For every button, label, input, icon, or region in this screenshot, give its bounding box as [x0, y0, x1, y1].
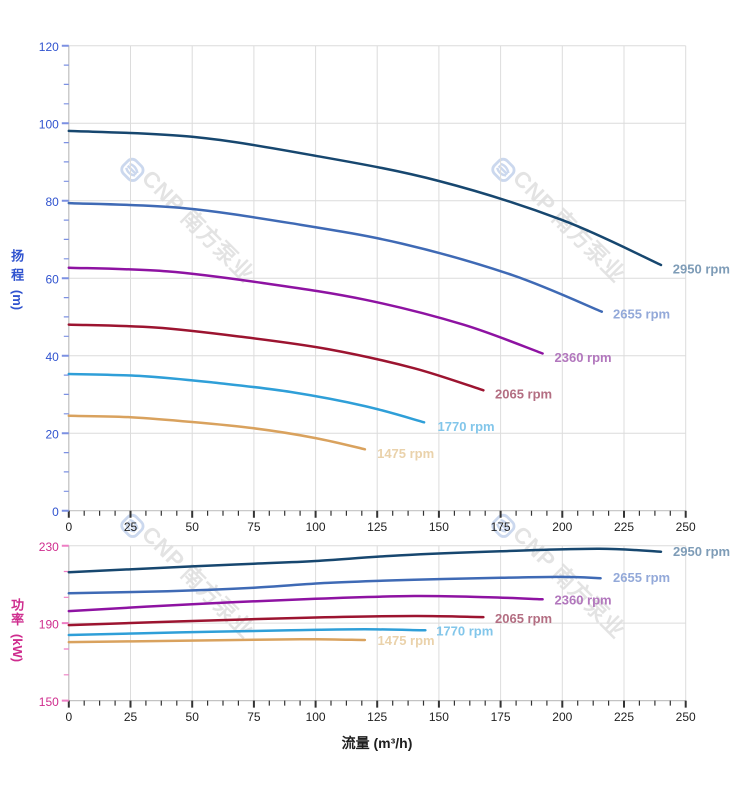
svg-text:1475 rpm: 1475 rpm	[378, 633, 435, 648]
svg-text:0: 0	[65, 710, 72, 724]
svg-text:(kW): (kW)	[10, 634, 25, 662]
svg-text:175: 175	[491, 710, 511, 724]
svg-text:程: 程	[11, 268, 24, 283]
svg-text:2065 rpm: 2065 rpm	[495, 611, 552, 626]
svg-text:率: 率	[11, 612, 24, 627]
svg-text:100: 100	[306, 710, 326, 724]
svg-text:25: 25	[124, 710, 138, 724]
svg-text:25: 25	[124, 520, 138, 534]
svg-text:75: 75	[247, 520, 261, 534]
svg-text:1475 rpm: 1475 rpm	[377, 446, 434, 461]
svg-text:200: 200	[552, 520, 572, 534]
svg-text:20: 20	[45, 428, 59, 442]
svg-text:(m): (m)	[10, 290, 25, 310]
svg-text:0: 0	[52, 505, 59, 519]
svg-text:50: 50	[186, 710, 200, 724]
svg-text:225: 225	[614, 520, 634, 534]
svg-text:1770 rpm: 1770 rpm	[438, 419, 495, 434]
svg-text:1770 rpm: 1770 rpm	[436, 624, 493, 639]
svg-text:175: 175	[491, 520, 511, 534]
svg-text:流量 (m³/h): 流量 (m³/h)	[342, 735, 413, 751]
svg-text:150: 150	[39, 695, 59, 709]
svg-text:50: 50	[186, 520, 200, 534]
svg-text:功: 功	[11, 598, 24, 613]
svg-text:2360 rpm: 2360 rpm	[555, 593, 612, 608]
svg-text:0: 0	[65, 520, 72, 534]
svg-text:2950 rpm: 2950 rpm	[673, 544, 730, 559]
svg-text:125: 125	[367, 710, 387, 724]
svg-text:150: 150	[429, 710, 449, 724]
svg-text:扬: 扬	[11, 249, 24, 264]
svg-text:100: 100	[39, 118, 59, 132]
svg-text:75: 75	[247, 710, 261, 724]
svg-text:125: 125	[367, 520, 387, 534]
svg-text:190: 190	[39, 618, 59, 632]
svg-text:60: 60	[45, 273, 59, 287]
svg-text:2950 rpm: 2950 rpm	[673, 262, 730, 277]
svg-text:250: 250	[676, 520, 696, 534]
svg-text:2655 rpm: 2655 rpm	[613, 307, 670, 322]
svg-text:150: 150	[429, 520, 449, 534]
svg-text:40: 40	[45, 350, 59, 364]
svg-text:120: 120	[39, 40, 59, 54]
svg-text:2655 rpm: 2655 rpm	[613, 570, 670, 585]
svg-text:200: 200	[552, 710, 572, 724]
svg-text:250: 250	[676, 710, 696, 724]
svg-text:100: 100	[306, 520, 326, 534]
svg-text:2360 rpm: 2360 rpm	[555, 350, 612, 365]
svg-text:230: 230	[39, 540, 59, 554]
svg-text:225: 225	[614, 710, 634, 724]
svg-text:80: 80	[45, 195, 59, 209]
svg-text:2065 rpm: 2065 rpm	[495, 387, 552, 402]
